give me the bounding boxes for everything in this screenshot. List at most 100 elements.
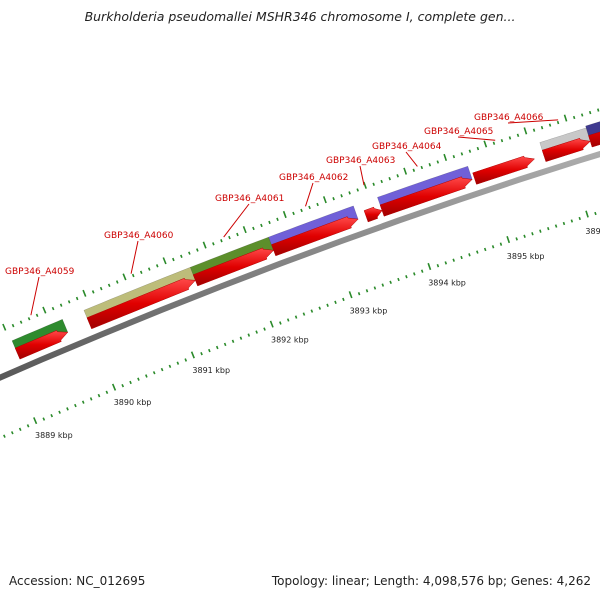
upper-tick (548, 123, 552, 127)
upper-tick (332, 197, 335, 201)
lower-tick (10, 431, 14, 435)
lower-tick (121, 383, 125, 388)
upper-tick (322, 196, 327, 204)
upper-tick (27, 317, 31, 321)
upper-tick (452, 154, 456, 159)
upper-tick (380, 179, 383, 184)
lower-tick (176, 361, 180, 365)
upper-tick (282, 210, 287, 219)
lower-tick (208, 348, 211, 353)
upper-tick (460, 152, 464, 156)
cds-arrow-gbp346_a4063 (363, 206, 383, 223)
leader-gbp346_a4062 (305, 182, 314, 207)
lower-tick (160, 367, 164, 372)
lower-tick (269, 320, 274, 328)
lower-tick (452, 258, 455, 262)
backbone-line (0, 150, 600, 381)
upper-tick (19, 320, 23, 324)
upper-tick (588, 110, 592, 115)
extra-feature-bar-1 (585, 121, 600, 136)
upper-tick (396, 174, 399, 178)
lower-tick (58, 410, 61, 414)
lower-tick (105, 390, 109, 395)
leader-gbp346_a4066 (507, 119, 559, 124)
lower-tick (515, 237, 518, 241)
upper-tick (443, 153, 448, 161)
upper-tick (35, 313, 39, 318)
upper-tick (212, 242, 215, 246)
upper-tick (172, 257, 175, 262)
accession-text: Accession: NC_012695 (9, 574, 146, 588)
lower-tick (585, 210, 589, 218)
upper-tick (308, 205, 311, 210)
leader-gbp346_a4059 (30, 276, 40, 316)
upper-tick (147, 267, 151, 271)
upper-tick (260, 223, 263, 228)
lower-tick (554, 224, 558, 228)
upper-tick (372, 182, 375, 186)
lower-tick (483, 247, 487, 252)
lower-tick (3, 434, 6, 438)
kbp-label-3895: 3895 kbp (507, 252, 545, 261)
kbp-label-3892: 3892 kbp (271, 336, 309, 345)
lower-tick (491, 245, 495, 249)
lower-tick (594, 211, 597, 216)
lower-tick (570, 219, 574, 223)
kbp-label-3893: 3893 kbp (350, 307, 388, 316)
leader-gbp346_a4061 (223, 203, 250, 238)
lower-tick (263, 327, 266, 331)
gene-label-leaders (30, 119, 559, 316)
upper-tick (51, 306, 55, 311)
upper-tick (268, 220, 271, 225)
gene-label-gbp346_a4060: GBP346_A4060 (104, 231, 174, 241)
cds-arrow-gbp346_a4065 (472, 155, 536, 185)
upper-tick (340, 194, 343, 198)
lower-tick (562, 221, 566, 226)
upper-tick (75, 296, 79, 301)
upper-tick (242, 226, 247, 234)
lower-tick (348, 291, 353, 299)
upper-tick (597, 108, 600, 112)
upper-tick (388, 176, 391, 181)
leader-gbp346_a4065 (457, 136, 496, 141)
extra-cds-arrow-2 (588, 131, 600, 148)
lower-tick (381, 283, 385, 287)
lower-tick (468, 253, 471, 257)
lower-tick (152, 371, 156, 375)
upper-tick (436, 160, 440, 164)
lower-tick (184, 358, 188, 362)
upper-tick (476, 146, 480, 151)
cds-arrow-gbp346_a4062 (271, 216, 359, 257)
upper-tick (483, 140, 488, 148)
upper-tick (348, 191, 351, 195)
lower-tick (33, 417, 38, 425)
upper-tick (276, 217, 279, 222)
upper-tick (420, 165, 424, 170)
lower-tick (190, 351, 195, 359)
upper-tick (162, 257, 167, 265)
upper-tick (122, 273, 127, 281)
upper-tick (316, 202, 319, 207)
lower-tick (279, 321, 282, 325)
lower-tick (389, 280, 392, 284)
upper-tick (580, 113, 584, 117)
gene-label-gbp346_a4065: GBP346_A4065 (424, 127, 493, 137)
lower-tick (231, 339, 235, 343)
kbp-label-3891: 3891 kbp (192, 366, 230, 375)
upper-tick (42, 306, 47, 314)
lower-tick (302, 312, 306, 316)
upper-tick (228, 235, 231, 240)
lower-tick (129, 380, 132, 385)
lower-tick (318, 306, 322, 310)
lower-tick (255, 330, 258, 334)
lower-tick (310, 309, 314, 313)
lower-tick (286, 318, 290, 322)
upper-tick (180, 254, 183, 258)
gene-label-gbp346_a4066: GBP346_A4066 (474, 113, 544, 123)
kbp-label-3890: 3890 kbp (114, 398, 152, 407)
lower-tick (531, 232, 534, 236)
cds-arrow-gbp346_a4061 (192, 247, 275, 287)
upper-tick (508, 136, 512, 140)
